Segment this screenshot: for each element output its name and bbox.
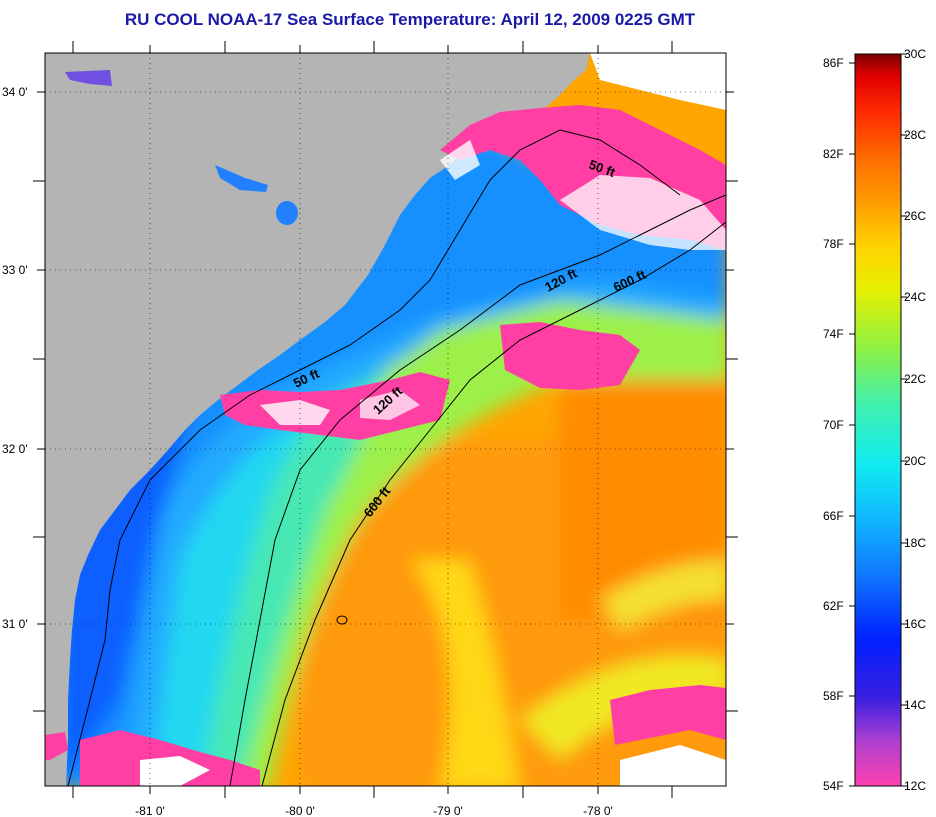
bathymetry-contours (67, 129, 726, 786)
lat-label: 32 0' (2, 442, 28, 456)
colorbar-f-label: 82F (823, 147, 844, 161)
colorbar-f-label: 78F (823, 237, 844, 251)
axis-ticks (33, 41, 738, 798)
colorbar-c-label: 22C (904, 372, 926, 386)
colorbar-c-label: 20C (904, 454, 926, 468)
colorbar-c-label: 30C (904, 47, 926, 61)
lon-label: -78 0' (583, 804, 613, 817)
latitude-labels: 34 0' 33 0' 32 0' 31 0' (2, 85, 28, 631)
colorbar-c-label: 24C (904, 290, 926, 304)
colorbar: 86F 82F 78F 74F 70F 66F 62F 58F 54F 30C … (823, 47, 926, 793)
colorbar-f-label: 54F (823, 779, 844, 793)
cloud-cover (45, 105, 726, 786)
graticule (45, 53, 726, 786)
colorbar-c-label: 18C (904, 536, 926, 550)
colorbar-c-label: 28C (904, 128, 926, 142)
colorbar-c-label: 16C (904, 617, 926, 631)
colorbar-c-label: 26C (904, 209, 926, 223)
land-mass (45, 53, 590, 786)
lat-label: 31 0' (2, 617, 28, 631)
contour-50ft (67, 129, 681, 786)
lon-label: -79 0' (433, 804, 463, 817)
colorbar-f-label: 58F (823, 689, 844, 703)
map-title: RU COOL NOAA-17 Sea Surface Temperature:… (124, 10, 696, 29)
map-frame (44, 52, 727, 787)
colorbar-f-label: 86F (823, 56, 844, 70)
colorbar-f-label: 62F (823, 599, 844, 613)
colorbar-c-label: 14C (904, 698, 926, 712)
colorbar-f-label: 70F (823, 418, 844, 432)
lon-label: -81 0' (135, 804, 165, 817)
lon-label: -80 0' (285, 804, 315, 817)
lat-label: 33 0' (2, 263, 28, 277)
longitude-labels: -81 0' -80 0' -79 0' -78 0' (135, 804, 613, 817)
contour-120ft (229, 194, 726, 786)
colorbar-f-label: 74F (823, 327, 844, 341)
colorbar-c-label: 12C (904, 779, 926, 793)
sst-image: 50 ft 120 ft 600 ft 50 ft 120 ft 600 ft (45, 53, 726, 786)
colorbar-f-label: 66F (823, 509, 844, 523)
colorbar-scale (854, 53, 902, 787)
contour-600ft (261, 221, 726, 786)
lat-label: 34 0' (2, 85, 28, 99)
